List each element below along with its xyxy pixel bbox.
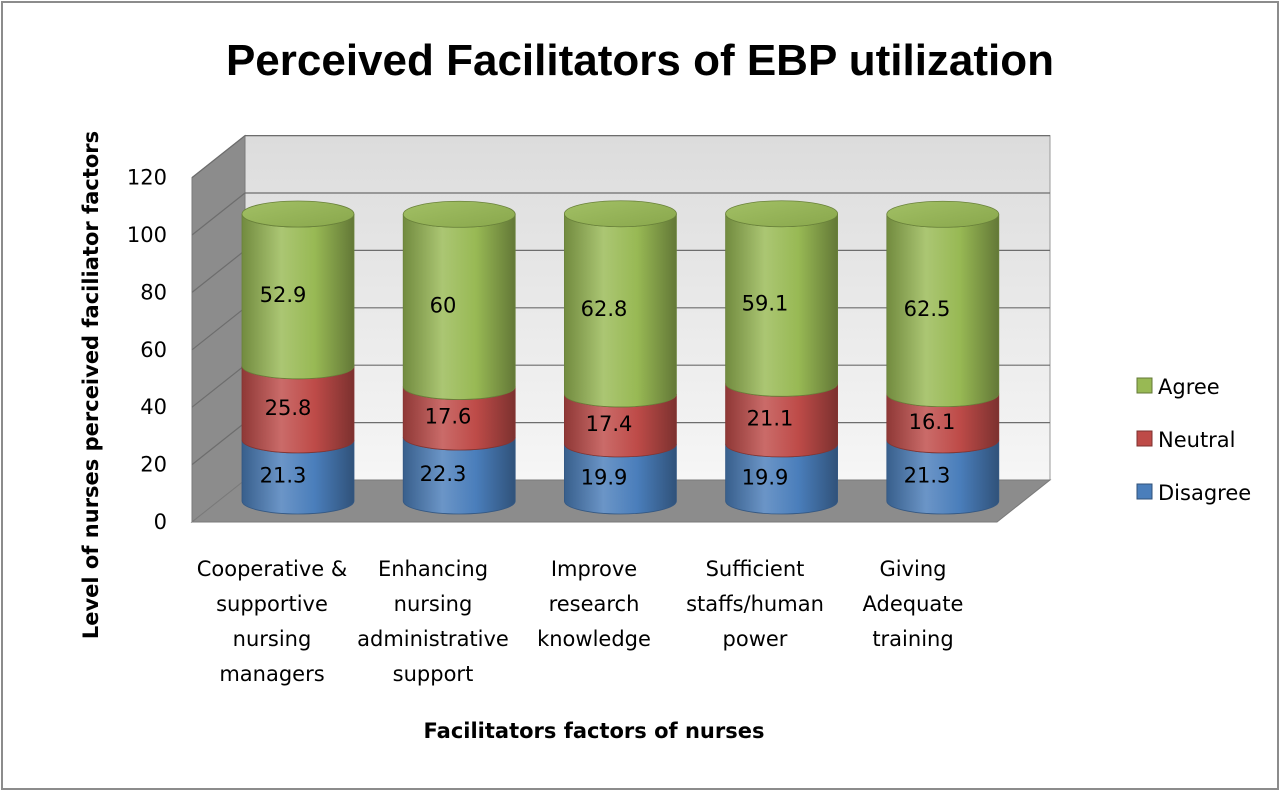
legend-label: Neutral xyxy=(1158,428,1236,452)
bar-stack: 21.3 16.1 62.5 xyxy=(886,200,1000,515)
data-label: 22.3 xyxy=(420,462,467,486)
side-gridline xyxy=(191,192,246,236)
data-label: 60 xyxy=(430,293,457,317)
x-category-label: Giving Adequate training xyxy=(863,557,964,651)
bar-cap xyxy=(564,200,677,228)
side-gridline xyxy=(191,364,246,408)
bar-stack: 19.9 17.4 62.8 xyxy=(564,200,677,515)
y-tick-label: 100 xyxy=(127,223,167,247)
bar-cap xyxy=(725,200,838,228)
data-label: 17.6 xyxy=(425,405,472,429)
y-axis-title: Level of nurses perceived faciliator fac… xyxy=(79,131,103,639)
x-category-label: Cooperative & supportive nursing managers xyxy=(197,557,348,686)
data-label: 16.1 xyxy=(909,410,956,434)
legend-swatch-neutral xyxy=(1136,430,1153,447)
data-label: 25.8 xyxy=(265,396,312,420)
y-tick-label: 0 xyxy=(154,510,167,534)
data-label: 19.9 xyxy=(581,465,628,489)
side-gridline xyxy=(191,249,246,293)
y-tick-label: 80 xyxy=(140,280,167,304)
y-tick-label: 40 xyxy=(140,395,167,419)
chart-title: Perceived Facilitators of EBP utilizatio… xyxy=(226,36,1054,85)
data-label: 62.8 xyxy=(581,297,628,321)
side-gridline xyxy=(191,422,246,466)
legend-label: Agree xyxy=(1158,375,1220,399)
bar-stack: 19.9 21.1 59.1 xyxy=(725,200,838,515)
data-label: 21.1 xyxy=(747,407,794,431)
bar-segment-agree xyxy=(402,214,516,400)
x-category-label: Sufficient staffs/human power xyxy=(686,557,824,651)
bars: 21.3 25.8 52.9 22.3 17.6 60 19.9 17.4 62.8 19.9 21… xyxy=(241,200,1000,515)
side-gridline xyxy=(191,307,246,351)
bar-cap xyxy=(241,200,355,228)
bar-stack: 21.3 25.8 52.9 xyxy=(241,200,355,515)
y-tick-label: 60 xyxy=(140,338,167,362)
data-label: 62.5 xyxy=(904,297,951,321)
bar-cap xyxy=(402,200,516,228)
data-label: 19.9 xyxy=(742,465,789,489)
y-tick-label: 120 xyxy=(127,166,167,190)
legend: Agree Neutral Disagree xyxy=(1136,375,1251,505)
data-label: 21.3 xyxy=(904,463,951,487)
side-gridline xyxy=(191,135,246,179)
x-category-label: Improve research knowledge xyxy=(537,557,651,651)
y-axis-ticks: 0 20 40 60 80 100 120 xyxy=(127,166,167,534)
bar-stack: 22.3 17.6 60 xyxy=(402,200,516,515)
legend-swatch-disagree xyxy=(1136,483,1153,500)
data-label: 52.9 xyxy=(260,283,307,307)
data-label: 17.4 xyxy=(586,412,633,436)
x-axis-title: Facilitators factors of nurses xyxy=(424,719,765,743)
data-label: 21.3 xyxy=(260,463,307,487)
x-axis-categories: Cooperative & supportive nursing managersEn… xyxy=(197,557,964,686)
data-label: 59.1 xyxy=(742,292,789,316)
y-tick-label: 20 xyxy=(140,453,167,477)
x-category-label: Enhancing nursing administrative support xyxy=(357,557,509,686)
bar-cap xyxy=(886,200,1000,228)
legend-label: Disagree xyxy=(1158,481,1251,505)
legend-swatch-agree xyxy=(1136,377,1153,394)
